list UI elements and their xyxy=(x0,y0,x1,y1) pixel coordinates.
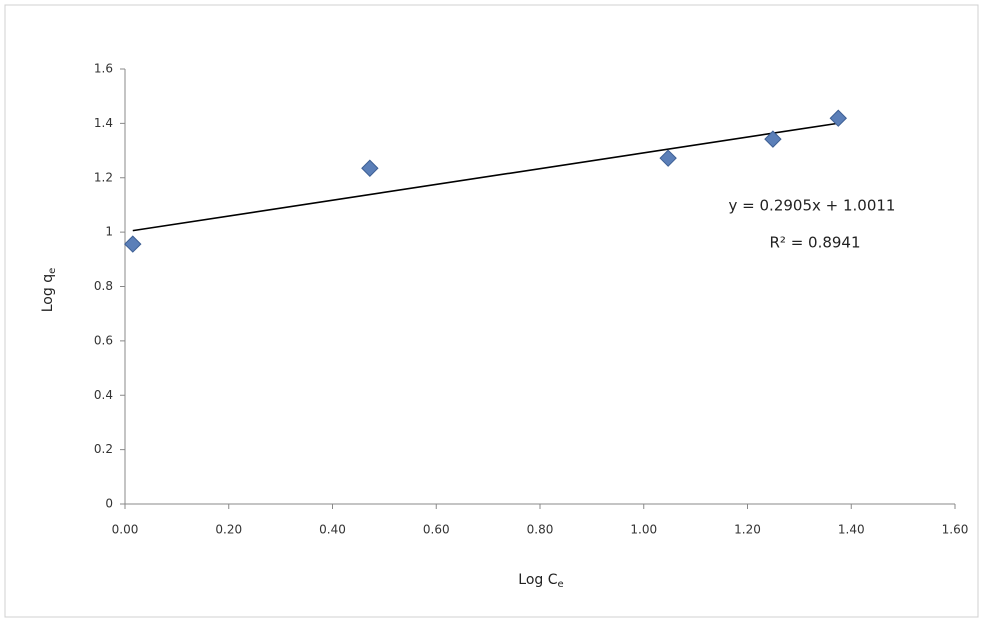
y-tick-label: 0.4 xyxy=(94,388,113,402)
y-axis-label: Log qe xyxy=(40,268,58,313)
x-axis-label: Log Ce xyxy=(518,572,563,590)
data-point xyxy=(829,109,847,127)
y-tick-label: 1.6 xyxy=(94,62,113,76)
y-axis-label-text: Log q xyxy=(40,274,56,312)
x-axis-label-subscript: e xyxy=(558,579,564,590)
y-tick-label: 0.6 xyxy=(94,333,113,347)
trendline xyxy=(132,122,839,232)
y-tick-label: 1 xyxy=(105,225,113,239)
x-tick-label: 0.60 xyxy=(423,523,450,537)
trendline-equation: y = 0.2905x + 1.0011 xyxy=(729,197,896,215)
x-tick-label: 1.60 xyxy=(942,523,969,537)
data-point xyxy=(659,149,677,167)
r-squared: R² = 0.8941 xyxy=(769,234,860,252)
y-tick-label: 0.2 xyxy=(94,442,113,456)
x-axis-label-text: Log C xyxy=(518,572,557,588)
y-tick-label: 1.2 xyxy=(94,170,113,184)
x-tick-label: 1.40 xyxy=(838,523,865,537)
x-tick-label: 0.00 xyxy=(112,523,139,537)
x-tick-label: 0.80 xyxy=(527,523,554,537)
x-tick-label: 0.40 xyxy=(319,523,346,537)
x-tick-label: 1.20 xyxy=(734,523,761,537)
data-point xyxy=(124,235,142,253)
data-point xyxy=(361,159,379,177)
y-axis-label-subscript: e xyxy=(47,268,58,274)
y-tick-label: 0.8 xyxy=(94,279,113,293)
x-tick-label: 1.00 xyxy=(630,523,657,537)
data-point xyxy=(764,130,782,148)
chart-border xyxy=(4,4,979,618)
x-tick-label: 0.20 xyxy=(215,523,242,537)
y-tick-label: 0 xyxy=(105,497,113,511)
y-tick-label: 1.4 xyxy=(94,116,113,130)
